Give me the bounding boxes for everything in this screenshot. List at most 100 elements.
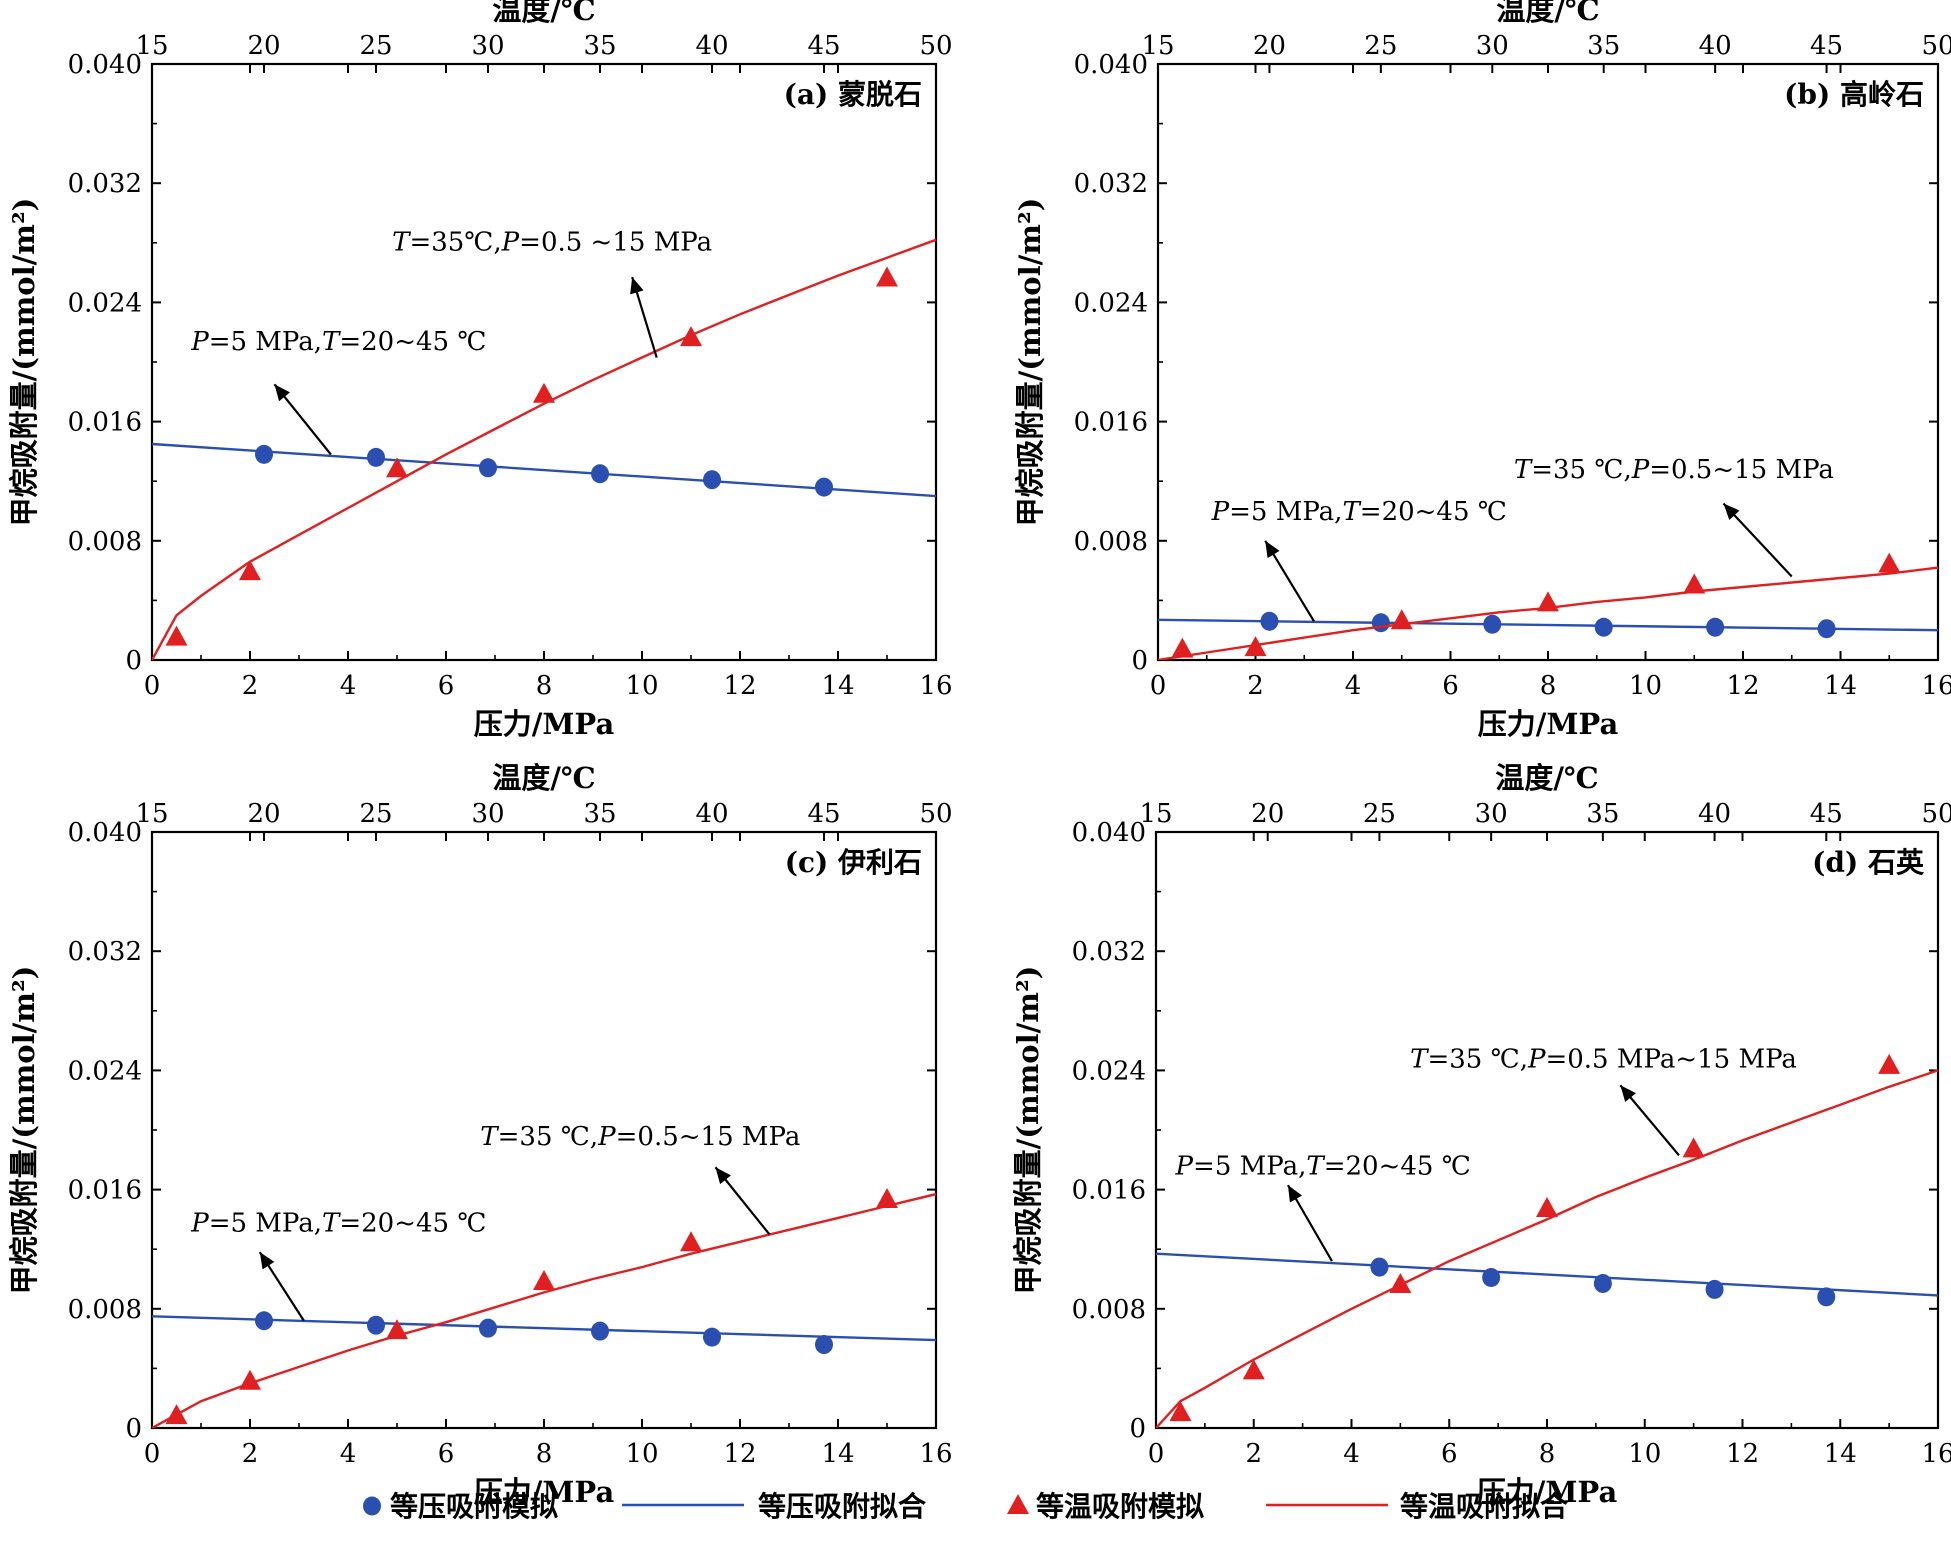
y-tick-label: 0.016 (1072, 1176, 1146, 1206)
annotation-arrowhead (1723, 503, 1740, 521)
annotation-text: T=35 ℃,P=0.5~15 MPa (1514, 455, 1834, 485)
y-tick-label: 0.024 (1074, 288, 1148, 318)
x2-tick-label: 20 (247, 799, 280, 829)
x-tick-label: 12 (723, 671, 756, 701)
isobaric-data-point (1594, 617, 1613, 637)
x-axis-title: 压力/MPa (1478, 707, 1619, 741)
x-tick-label: 14 (821, 671, 854, 701)
y-tick-label: 0.008 (1074, 527, 1148, 557)
annotation-arrowhead (715, 1167, 731, 1185)
annotation-segment: =20~45 ℃ (1360, 497, 1507, 527)
x-tick-label: 16 (919, 1439, 952, 1469)
annotation-text: P=5 MPa,T=20~45 ℃ (190, 1208, 486, 1238)
annotation-segment: =0.5~15 MPa (616, 1122, 801, 1152)
x2-tick-label: 20 (247, 31, 280, 61)
x-tick-label: 10 (1629, 671, 1662, 701)
legend-item: 等压吸附拟合 (622, 1490, 927, 1523)
x-tick-label: 8 (1540, 671, 1557, 701)
y-axis-title: 甲烷吸附量/(mmol/m²) (1011, 966, 1045, 1295)
annotation-variable: T (1410, 1044, 1429, 1074)
panel-d: 0 2 4 6 8 10 12 14 16 15 20 25 30 35 40 45 50 0 0.008 0.016… (1011, 761, 1951, 1509)
x2-tick-label: 25 (1363, 799, 1396, 829)
plot-frame (1154, 830, 1940, 1430)
isothermal-fit-line (152, 238, 936, 660)
isobaric-data-point (367, 447, 385, 467)
x-tick-label: 4 (1345, 671, 1362, 701)
x2-tick-label: 15 (1141, 31, 1174, 61)
annotation-text: T=35 ℃,P=0.5~15 MPa (480, 1122, 800, 1152)
y-tick-label: 0.024 (68, 1056, 142, 1086)
x-tick-label: 4 (340, 671, 357, 701)
annotation-arrowhead (630, 277, 644, 295)
y-axis-title: 甲烷吸附量/(mmol/m²) (7, 198, 41, 527)
isothermal-fit-line (1158, 566, 1938, 660)
panel-c: 0 2 4 6 8 10 12 14 16 15 20 25 30 35 40 45 50 0 0.008 0.016… (7, 761, 953, 1509)
isobaric-data-point (591, 1321, 609, 1341)
isobaric-data-point (1370, 1257, 1389, 1277)
y-tick-label: 0.040 (68, 50, 142, 80)
y-tick-label: 0.016 (68, 1176, 142, 1206)
isothermal-fit-line (1156, 1069, 1938, 1428)
y-tick-label: 0 (1131, 646, 1148, 676)
isobaric-data-point (367, 1315, 385, 1335)
x2-tick-label: 45 (1810, 31, 1843, 61)
y-tick-label: 0.016 (1074, 408, 1148, 438)
annotation-variable: T (480, 1122, 499, 1152)
y-tick-label: 0.040 (1072, 818, 1146, 848)
isothermal-data-point (239, 560, 261, 581)
x2-tick-label: 50 (919, 31, 952, 61)
x2-tick-label: 20 (1253, 31, 1286, 61)
isobaric-fit-line (1158, 618, 1938, 632)
isobaric-data-point (479, 1318, 497, 1338)
legend-item: 等压吸附模拟 (363, 1490, 558, 1523)
x-tick-label: 12 (723, 1439, 756, 1469)
annotation-variable: P (190, 1208, 209, 1238)
x-tick-label: 14 (1824, 1439, 1857, 1469)
x2-tick-label: 25 (359, 799, 392, 829)
x-tick-label: 2 (1245, 1439, 1262, 1469)
x2-tick-label: 40 (1699, 31, 1732, 61)
isothermal-data-point (680, 1231, 702, 1252)
panel-label: (d) 石英 (1812, 846, 1925, 879)
y-tick-label: 0.008 (1072, 1295, 1146, 1325)
x2-tick-label: 50 (919, 799, 952, 829)
isobaric-data-point (479, 458, 497, 478)
annotation-variable: T (322, 1208, 341, 1238)
isobaric-data-point (703, 1327, 721, 1347)
isobaric-data-point (1817, 1287, 1836, 1307)
annotation-text: P=5 MPa,T=20~45 ℃ (1175, 1152, 1471, 1182)
x-tick-label: 2 (242, 1439, 259, 1469)
x-tick-label: 4 (1343, 1439, 1360, 1469)
x2-tick-label: 45 (807, 31, 840, 61)
isobaric-fit-line (152, 1315, 936, 1342)
x-tick-label: 8 (536, 1439, 553, 1469)
x-tick-label: 16 (919, 671, 952, 701)
isobaric-data-point (815, 1335, 833, 1355)
x2-tick-label: 40 (1698, 799, 1731, 829)
isobaric-data-point (703, 470, 721, 490)
x-tick-label: 6 (1441, 1439, 1458, 1469)
annotation-arrow (1722, 502, 1793, 578)
annotation-variable: T (1306, 1152, 1325, 1182)
y-tick-label: 0 (1129, 1414, 1146, 1444)
panel-label: (a) 蒙脱石 (784, 78, 922, 111)
annotation-variable: P (190, 327, 209, 357)
annotation-arrowhead (274, 384, 290, 402)
x2-tick-label: 35 (1586, 799, 1619, 829)
x2-tick-label: 45 (807, 799, 840, 829)
annotation-segment: =35 ℃, (498, 1122, 598, 1152)
x-tick-label: 0 (1148, 1439, 1165, 1469)
x2-tick-label: 15 (1139, 799, 1172, 829)
isothermal-data-point (386, 457, 408, 478)
annotation-variable: T (1342, 497, 1361, 527)
isothermal-data-point (1683, 573, 1706, 594)
y-axis-title: 甲烷吸附量/(mmol/m²) (7, 966, 41, 1295)
annotation-segment: =5 MPa, (1193, 1152, 1306, 1182)
annotation-segment: =20~45 ℃ (339, 327, 486, 357)
x2-axis-title: 温度/℃ (1495, 761, 1598, 795)
annotation-arrowhead (1620, 1085, 1636, 1103)
x-tick-label: 8 (1539, 1439, 1556, 1469)
x-tick-label: 0 (144, 1439, 161, 1469)
annotation-variable: P (501, 227, 520, 257)
